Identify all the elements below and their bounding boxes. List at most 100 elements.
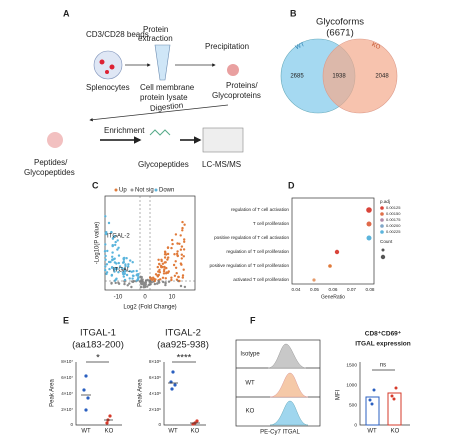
y-tick-label: 4×10⁷ <box>61 391 73 396</box>
volcano-point <box>116 248 119 251</box>
venn-set <box>322 38 398 114</box>
size-swatch <box>381 248 385 252</box>
label: Glycopeptides <box>24 168 75 177</box>
volcano-point <box>141 282 145 286</box>
dot <box>328 264 332 268</box>
legend-swatch <box>380 230 384 234</box>
label: Digestion <box>149 101 183 113</box>
volcano-point <box>180 257 183 260</box>
plot-title: ITGAL-1 <box>80 328 116 339</box>
volcano-point <box>165 266 168 270</box>
volcano-point <box>115 277 118 280</box>
volcano-point <box>125 273 129 277</box>
legend-swatch <box>380 212 384 216</box>
y-tick-label: 0 <box>354 422 357 428</box>
volcano-point <box>182 248 186 251</box>
volcano-point <box>121 261 125 264</box>
volcano-point <box>164 253 168 256</box>
volcano-point <box>166 246 170 249</box>
volcano-point <box>183 240 186 243</box>
volcano-point <box>117 246 120 249</box>
volcano-point <box>128 270 131 273</box>
volcano-point <box>115 262 118 265</box>
y-tick-label: 8×10⁷ <box>61 359 73 364</box>
volcano-point <box>113 279 117 282</box>
volcano-point <box>122 275 126 278</box>
volcano-point <box>179 284 183 288</box>
volcano-point <box>144 283 147 287</box>
volcano-point <box>167 256 170 259</box>
mean-line <box>81 382 200 424</box>
volcano-point <box>131 274 135 277</box>
points <box>105 414 199 426</box>
ms-instrument <box>202 127 244 153</box>
volcano-point <box>176 254 179 258</box>
volcano-point <box>135 279 138 282</box>
panel-label: E <box>63 315 69 325</box>
volcano-point <box>175 272 178 275</box>
histogram <box>269 372 309 398</box>
legend-dot <box>114 188 118 192</box>
y-axis-label: -Log10(P value) <box>95 222 101 265</box>
volcano-point <box>166 252 170 256</box>
row-label: Isotype <box>240 352 260 358</box>
term: positive regulation of T cell proliferat… <box>210 263 290 268</box>
label: Precipitation <box>205 42 249 51</box>
volcano-point <box>158 268 161 272</box>
volcano-point <box>135 269 138 273</box>
volcano-point <box>159 278 162 281</box>
significance: * <box>96 353 100 364</box>
volcano-point <box>179 234 182 237</box>
panel-label: A <box>63 8 70 18</box>
y-tick-label: 0 <box>70 422 73 427</box>
y-tick-label: 1500 <box>346 362 357 368</box>
volcano-point <box>179 248 183 251</box>
volcano-point <box>116 239 119 242</box>
volcano-point <box>113 270 116 273</box>
volcano-point <box>109 260 112 264</box>
volcano-point <box>123 272 127 275</box>
x-tick-label: 0.04 <box>292 287 301 292</box>
x-tick-label: 0.08 <box>366 287 375 292</box>
protein <box>227 64 239 76</box>
volcano-point <box>161 276 165 279</box>
volcano-point <box>104 258 107 261</box>
legend-label: Down <box>159 188 174 194</box>
volcano-point <box>158 263 161 266</box>
legend-label: 0.00125 <box>386 205 401 210</box>
volcano-point <box>114 243 117 247</box>
volcano-point <box>131 261 134 264</box>
volcano-point <box>182 268 185 271</box>
volcano-point <box>157 258 160 261</box>
term: positive regulation of T cell activation <box>214 235 289 240</box>
volcano-point <box>174 266 178 269</box>
volcano-point <box>111 236 115 240</box>
volcano-point <box>111 258 114 261</box>
volcano-point <box>177 275 180 279</box>
volcano-point <box>147 283 150 287</box>
legend-label: 0.00150 <box>386 211 401 216</box>
volcano-point <box>176 242 179 245</box>
x-tick-label: WT <box>168 429 178 435</box>
bar <box>387 392 402 426</box>
volcano-point <box>104 265 107 268</box>
x-tick-label: KO <box>391 429 400 435</box>
volcano-point <box>161 262 165 265</box>
label: Cell membrane <box>140 83 195 92</box>
y-tick-label: 6×10⁶ <box>149 375 161 380</box>
volcano-point <box>105 271 109 274</box>
volcano-point <box>164 281 167 284</box>
volcano-point <box>142 286 146 289</box>
panel-label: D <box>288 180 295 190</box>
x-tick-label: 0.05 <box>310 287 319 292</box>
set-label: WT <box>295 42 306 52</box>
volcano-point <box>123 278 127 282</box>
x-axis-label: GeneRatio <box>321 294 345 300</box>
volcano-point <box>181 276 184 279</box>
plot-frame <box>104 195 196 291</box>
volcano-point <box>163 265 166 269</box>
term: T cell proliferation <box>253 221 290 226</box>
dot <box>366 221 372 227</box>
plot-title: CD8⁺CD69⁺ <box>365 331 402 338</box>
volcano-point <box>149 280 152 283</box>
